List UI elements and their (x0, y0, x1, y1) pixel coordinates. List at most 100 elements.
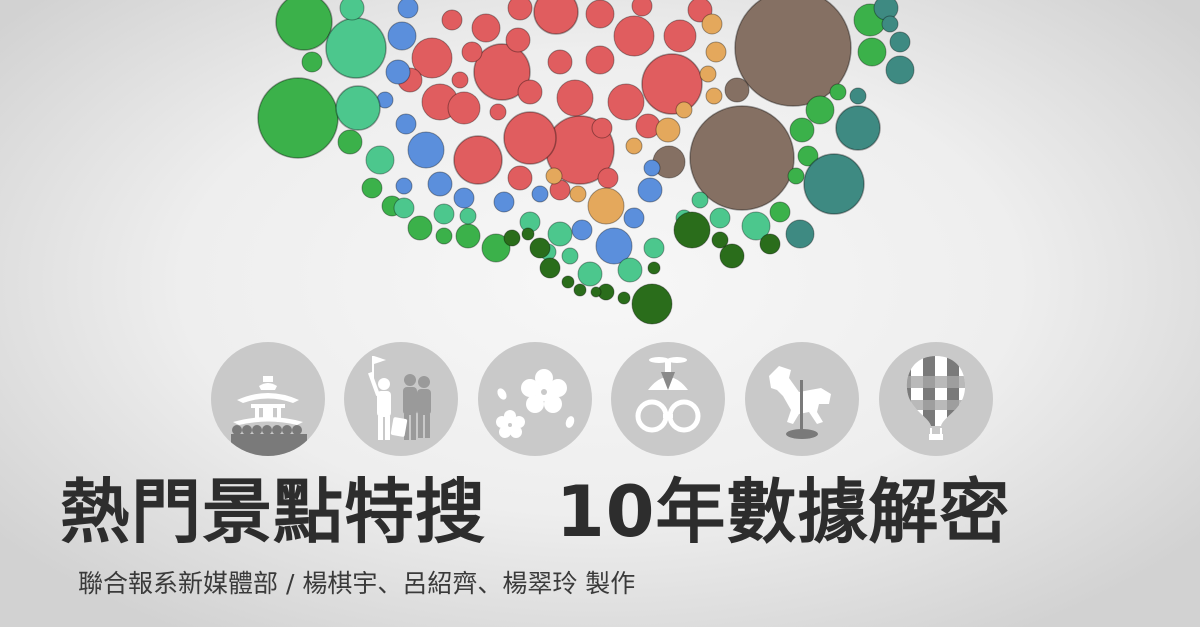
bubble-green (789, 117, 815, 143)
bubble-dark_green (631, 283, 673, 325)
bubble-red (489, 103, 507, 121)
bubble-dark_green (759, 233, 781, 255)
bubble-red (585, 0, 615, 29)
bubble-red (441, 9, 463, 31)
bubble-cloud-graphic (257, 0, 915, 325)
bubble-dark_green (719, 243, 745, 269)
bubble-red (411, 37, 453, 79)
bubble-dark_green (539, 257, 561, 279)
kid-with-propeller-hat-icon (611, 342, 725, 456)
bubble-blue (493, 191, 515, 213)
bubble-blue (397, 0, 419, 19)
bubble-blue (453, 187, 475, 209)
bubble-green (435, 227, 453, 245)
bubble-green (455, 223, 481, 249)
bubble-mint (339, 0, 365, 21)
bubble-red (663, 19, 697, 53)
bubble-green (275, 0, 333, 51)
bubble-orange (705, 87, 723, 105)
bubble-mint (577, 261, 603, 287)
bubble-teal (835, 105, 881, 151)
bubble-red (585, 45, 615, 75)
tourist-group-icon (344, 342, 458, 456)
bubble-teal (889, 31, 911, 53)
bubble-green (257, 77, 339, 159)
bubble-green (769, 201, 791, 223)
bubble-green (797, 145, 819, 167)
page-title: 熱門景點特搜 10年數據解密 (60, 470, 1160, 554)
bubble-dark_green (647, 261, 661, 275)
bubble-green (407, 215, 433, 241)
bubble-mint (547, 221, 573, 247)
bubble-green (337, 129, 363, 155)
bubble-dark_green (617, 291, 631, 305)
bubble-teal (849, 87, 867, 105)
bubble-red (453, 135, 503, 185)
bubble-mint (643, 237, 665, 259)
bubble-green (787, 167, 805, 185)
bubble-mint (335, 85, 381, 131)
bubble-red (591, 117, 613, 139)
bubble-blue (623, 207, 645, 229)
bubble-blue (385, 59, 411, 85)
bubble-green (805, 95, 835, 125)
bubble-red (507, 165, 533, 191)
bubble-orange (625, 137, 643, 155)
bubble-orange (545, 167, 563, 185)
bubble-blue (571, 219, 593, 241)
bubble-dark_green (711, 231, 729, 249)
bubble-red (641, 53, 703, 115)
bubble-dark_green (573, 283, 587, 297)
bubble-mint (325, 17, 387, 79)
bubble-red (631, 0, 653, 17)
bubble-orange (569, 185, 587, 203)
bubble-mint (393, 197, 415, 219)
bubble-red (451, 71, 469, 89)
bubble-red (613, 15, 655, 57)
title-part-1: 熱門景點特搜 (60, 471, 486, 553)
bubble-red (597, 167, 619, 189)
bubble-dark_green (503, 229, 521, 247)
bubble-red (503, 111, 557, 165)
bubble-red (461, 41, 483, 63)
bubble-red (533, 0, 579, 35)
title-part-2: 10年數據解密 (556, 471, 1011, 553)
bubble-orange (655, 117, 681, 143)
bubble-green (361, 177, 383, 199)
hot-air-balloon-icon (879, 342, 993, 456)
bubble-brown (689, 105, 795, 211)
bubble-red (471, 13, 501, 43)
bubble-mint (365, 145, 395, 175)
bubble-orange (705, 41, 727, 63)
bubble-blue (395, 177, 413, 195)
bubble-mint (561, 247, 579, 265)
bubble-teal (885, 55, 915, 85)
bubble-red (547, 49, 573, 75)
carousel-horse-icon (745, 342, 859, 456)
bubble-teal (881, 15, 899, 33)
bubble-dark_green (673, 211, 711, 249)
bubble-teal (785, 219, 815, 249)
bubble-blue (595, 227, 633, 265)
bubble-teal (803, 153, 865, 215)
bubble-red (473, 43, 531, 101)
bubble-blue (427, 171, 453, 197)
cherry-blossom-icon (478, 342, 592, 456)
bubble-orange (675, 101, 693, 119)
bubble-orange (587, 187, 625, 225)
bubble-brown (724, 77, 750, 103)
bubble-red (556, 79, 594, 117)
bubble-blue (407, 131, 445, 169)
temple-icon (211, 342, 325, 456)
bubble-red (507, 0, 533, 21)
bubble-orange (699, 65, 717, 83)
bubble-dark_green (590, 286, 602, 298)
bubble-mint (741, 211, 771, 241)
bubble-blue (531, 185, 549, 203)
category-icon-row (0, 342, 1200, 462)
bubble-red (607, 83, 645, 121)
bubble-blue (643, 159, 661, 177)
bubble-red (517, 79, 543, 105)
bubble-mint (459, 207, 477, 225)
bubble-dark_green (561, 275, 575, 289)
